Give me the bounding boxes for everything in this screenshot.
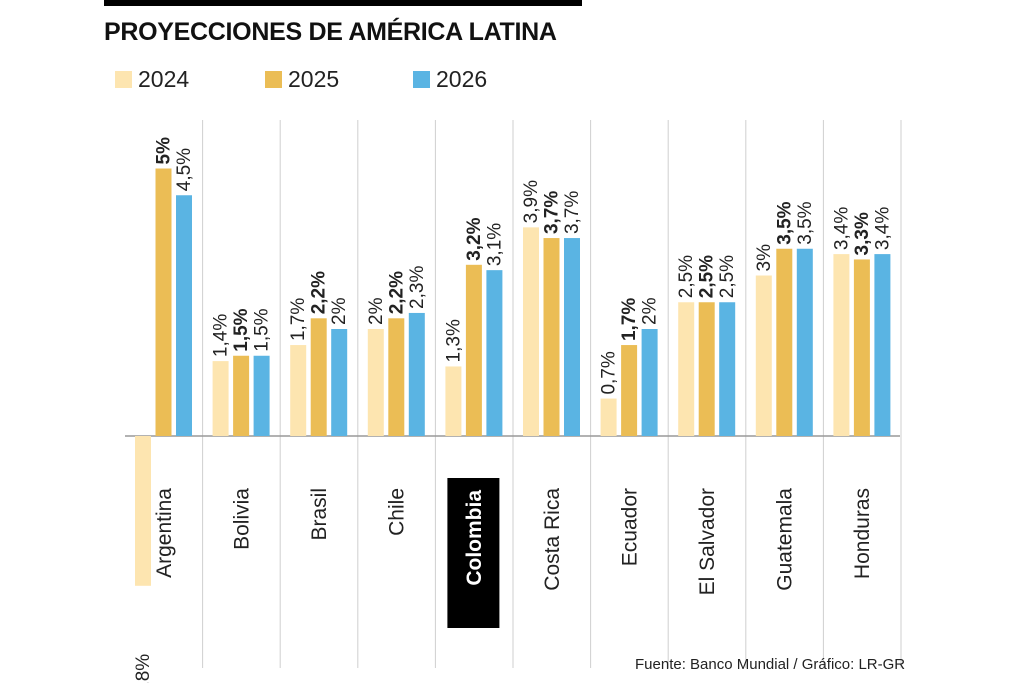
data-label: 1,5% xyxy=(231,308,252,351)
bar-2025 xyxy=(388,318,405,436)
bar-2024 xyxy=(212,361,229,436)
data-label: 3,7% xyxy=(542,191,563,234)
category-label: Brasil xyxy=(308,488,331,541)
category-label: Guatemala xyxy=(774,488,797,591)
legend-swatch xyxy=(413,71,430,88)
data-label: 5% xyxy=(154,137,175,165)
highlight-box xyxy=(447,478,500,628)
bar-2026 xyxy=(641,329,658,436)
data-label: -2,8% xyxy=(133,654,154,683)
data-label: 3,3% xyxy=(852,212,873,255)
bar-2025 xyxy=(543,238,560,436)
bar-2026 xyxy=(874,254,891,436)
bar-2026 xyxy=(796,248,813,436)
data-label: 3,4% xyxy=(831,207,852,250)
data-label: 3,9% xyxy=(521,180,542,223)
category-label: Colombia xyxy=(463,490,486,586)
legend-2024: 2024 xyxy=(115,66,189,93)
bar-2024 xyxy=(290,345,307,436)
bar-2025 xyxy=(776,248,793,436)
bar-2024 xyxy=(833,254,850,436)
category-label: Honduras xyxy=(851,488,874,579)
data-label: 2% xyxy=(640,297,661,325)
legend-2026: 2026 xyxy=(413,66,487,93)
data-label: 3,2% xyxy=(464,217,485,260)
category-label: Chile xyxy=(386,488,409,536)
data-label: 1,7% xyxy=(288,298,309,341)
data-label: 1,5% xyxy=(252,308,273,351)
legend-label: 2024 xyxy=(138,66,190,92)
data-label: 1,3% xyxy=(443,319,464,362)
bar-2024 xyxy=(135,436,151,586)
data-label: 3,4% xyxy=(872,207,893,250)
bar-2025 xyxy=(698,302,715,436)
bar-2024 xyxy=(755,275,772,436)
data-label: 2,5% xyxy=(676,255,697,298)
category-label: Bolivia xyxy=(230,488,253,550)
bar-2025 xyxy=(155,168,172,436)
data-label: 1,4% xyxy=(211,314,232,357)
legend-label: 2026 xyxy=(436,66,488,92)
data-label: 3,1% xyxy=(484,223,505,266)
top-rule xyxy=(104,0,582,6)
category-label: Costa Rica xyxy=(541,488,564,591)
bar-2024 xyxy=(523,227,539,436)
legend-swatch xyxy=(115,71,132,88)
bar-2026 xyxy=(253,355,270,436)
data-label: 2,2% xyxy=(386,271,407,314)
bar-2025 xyxy=(621,345,638,436)
bar-2025 xyxy=(853,259,870,436)
bar-2025 xyxy=(310,318,327,436)
bar-2024 xyxy=(678,302,695,436)
category-label: El Salvador xyxy=(696,488,719,595)
legend-swatch xyxy=(265,71,282,88)
data-label: 3,5% xyxy=(774,201,795,244)
data-label: 3,5% xyxy=(795,201,816,244)
data-label: 2,5% xyxy=(697,255,718,298)
bar-2026 xyxy=(486,270,503,436)
bar-2026 xyxy=(331,329,348,436)
category-label: Argentina xyxy=(153,488,176,578)
bar-2026 xyxy=(176,195,192,436)
legend-2025: 2025 xyxy=(265,66,339,93)
data-label: 3% xyxy=(754,244,775,272)
data-label: 2% xyxy=(366,297,387,325)
data-label: 2,5% xyxy=(717,255,738,298)
data-label: 1,7% xyxy=(619,298,640,341)
bar-2024 xyxy=(367,329,384,436)
bar-2024 xyxy=(600,398,617,436)
data-label: 3,7% xyxy=(562,191,583,234)
bar-2026 xyxy=(564,238,580,436)
data-label: 0,7% xyxy=(599,351,620,394)
source-note: Fuente: Banco Mundial / Gráfico: LR-GR xyxy=(635,656,906,673)
bar-2024 xyxy=(445,366,462,436)
bar-2026 xyxy=(719,302,736,436)
chart-title: PROYECCIONES DE AMÉRICA LATINA xyxy=(104,18,557,46)
data-label: 2,2% xyxy=(309,271,330,314)
data-label: 2,3% xyxy=(407,266,428,309)
legend-label: 2025 xyxy=(288,66,340,92)
data-label: 2% xyxy=(329,297,350,325)
bar-2025 xyxy=(233,355,250,436)
bar-2026 xyxy=(408,312,425,436)
bar-2025 xyxy=(465,264,482,436)
category-label: Ecuador xyxy=(618,488,641,566)
data-label: 4,5% xyxy=(174,148,195,191)
